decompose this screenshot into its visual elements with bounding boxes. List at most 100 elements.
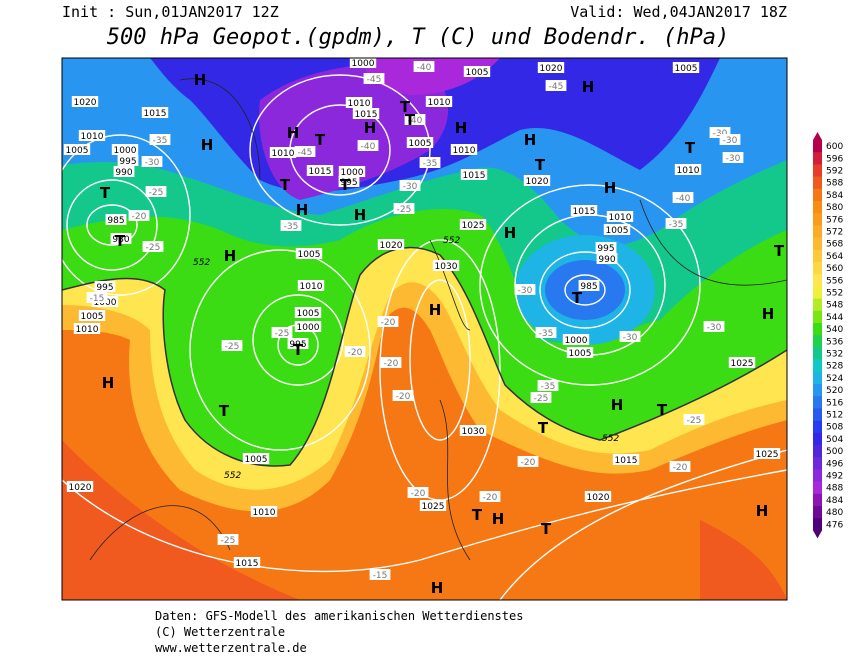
colorbar-swatch [813,518,822,531]
isobar-label-bg [406,137,434,148]
temp-label-bg [221,340,243,351]
colorbar-label: 496 [826,459,843,469]
temp-label: -30 [403,182,418,192]
temp-label: -20 [384,359,399,369]
isobar-label: 1010 [76,325,99,335]
isobar-label: 1010 [453,146,476,156]
temp-label-bg [517,456,539,467]
temp-label: -40 [408,116,423,126]
colorbar-swatch [813,176,822,190]
temp-label-bg [344,346,366,357]
temp-label-bg [404,114,426,125]
isobar-label: 1030 [462,427,485,437]
temp-label-bg [709,127,731,138]
isobar-label-bg [242,453,270,464]
temp-label-bg [665,218,687,229]
temp-label-bg [393,203,415,214]
temp-label: -45 [298,148,313,158]
isobar-label-bg [450,144,478,155]
isobar-label-bg [78,310,106,321]
isobar-label: 1000 [352,59,375,69]
pressure-center: H [287,124,300,142]
colorbar-swatch [813,286,822,299]
isobar-label-bg [71,96,99,107]
temp-label: -30 [518,286,533,296]
temp-label: -30 [623,333,638,343]
isobar-label-bg [595,242,617,253]
isobar-label: 1005 [297,309,320,319]
pressure-center: H [429,301,442,319]
isobar-label: 1000 [297,323,320,333]
isobar-label-bg [250,506,278,517]
colorbar-swatch [813,335,822,348]
temp-label-bg [392,390,414,401]
contour-label: 552 [602,434,619,444]
pressure-center: H [102,374,115,392]
isobar-label-bg [110,233,132,244]
colorbar-swatch [813,310,822,324]
colorbar-swatch [813,359,822,373]
temp-label: -20 [673,463,688,473]
isobar-label-bg [338,176,360,187]
temp-label-bg [407,487,429,498]
temp-label-bg [514,284,536,295]
isobar-label: 1010 [253,508,276,518]
colorbar-swatch [813,188,822,202]
pressure-center: T [100,184,111,202]
isobar-label-bg [596,253,618,264]
temp-label: -45 [367,75,382,85]
pressure-center: H [364,119,377,137]
isobar-label-bg [674,164,702,175]
temp-label-bg [86,292,108,303]
contour-label: 552 [193,258,210,268]
isobar-label-bg [459,219,487,230]
colorbar-swatch [813,396,822,409]
colorbar-swatch [813,445,822,458]
pressure-center: T [657,401,668,419]
isobar-label-bg [141,107,169,118]
temp-label-bg [413,61,435,72]
isobar-label: 1015 [615,456,638,466]
isobar-label: 1015 [463,171,486,181]
temp-label-bg [537,380,559,391]
valid-time: Valid: Wed,04JAN2017 18Z [570,3,787,21]
colorbar-swatch [813,481,822,495]
isobar-label: 1005 [81,312,104,322]
temp-label-bg [672,192,694,203]
temp-label: -20 [483,493,498,503]
colorbar-swatch [813,140,822,153]
isobar-label-bg [295,248,323,259]
pressure-center: T [472,506,483,524]
pressure-center: T [219,402,230,420]
temp-label: -40 [361,142,376,152]
isobar-label-bg [306,165,334,176]
temp-label-bg [545,80,567,91]
colorbar-swatch [813,298,822,312]
isobar-label-bg [459,425,487,436]
pressure-center: H [582,78,595,96]
colorbar-label: 528 [826,362,843,372]
temp-label: -20 [348,348,363,358]
temp-label: -35 [539,329,554,339]
temp-label: -25 [397,205,412,215]
isobar-label-bg [425,96,453,107]
contour-552 [62,246,787,467]
isobar-label-bg [603,224,631,235]
pressure-center: H [296,201,309,219]
colorbar-label: 576 [826,215,843,225]
pressure-center: H [492,510,505,528]
colorbar-swatch [813,408,822,421]
colorbar-label: 484 [826,496,843,506]
isobar-label-bg [463,66,491,77]
isobar-label-bg [73,323,101,334]
isobar-label: 1020 [540,64,563,74]
isobar-label-bg [672,62,700,73]
colorbar-label: 596 [826,154,843,164]
isobar-label-bg [338,166,366,177]
temp-label: -40 [417,63,432,73]
isobar-label: 1005 [298,250,321,260]
temp-label-bg [530,392,552,403]
temp-label-bg [294,146,316,157]
temp-label: -35 [669,220,684,230]
colorbar-swatch [813,469,822,482]
